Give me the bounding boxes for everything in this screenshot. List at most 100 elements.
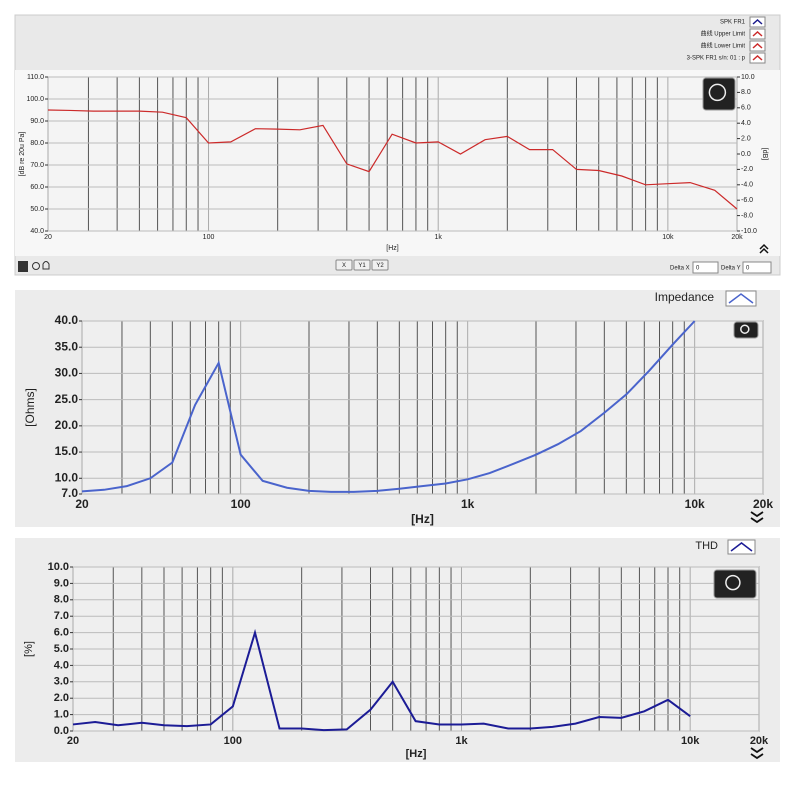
cursor-tool[interactable]	[18, 261, 28, 272]
y-tick-label: 10.0	[48, 561, 69, 573]
y2-axis-label: [dB]	[761, 148, 768, 161]
toolbar-button-label: Y1	[358, 263, 366, 269]
scroll-arrow[interactable]	[750, 511, 764, 524]
x-tick-label: 10k	[685, 497, 705, 511]
y-tick-label: 20.0	[55, 418, 79, 432]
y2-tick-label: 10.0	[741, 74, 755, 81]
x-axis-label: [Hz]	[386, 245, 399, 252]
y-tick-label: 70.0	[30, 162, 44, 169]
y-tick-label: 10.0	[55, 470, 79, 484]
y2-tick-label: -2.0	[741, 166, 753, 173]
series-line	[81, 320, 696, 493]
y-tick-label: 6.0	[54, 627, 69, 639]
x-tick-label: 20k	[731, 234, 743, 241]
toolbar-button[interactable]	[371, 259, 389, 271]
legend-swatch	[727, 539, 756, 555]
graph-icon-head	[725, 574, 741, 591]
y-tick-label: 1.0	[54, 709, 69, 721]
toolbar-button[interactable]	[353, 259, 371, 271]
toolbar-button-label: Y2	[376, 263, 384, 269]
x-tick-label: 100	[224, 735, 242, 747]
x-tick-label: 20	[67, 735, 79, 747]
legend-swatch	[749, 16, 766, 28]
y-tick-label: 30.0	[55, 366, 79, 380]
legend-label: THD	[695, 540, 718, 552]
legend-line	[752, 18, 763, 25]
y-axis-label: [%]	[23, 641, 35, 657]
y2-tick-label: 4.0	[741, 120, 751, 127]
y2-tick-label: -8.0	[741, 212, 753, 219]
legend-swatch	[749, 52, 766, 64]
scroll-arrow[interactable]	[759, 243, 769, 254]
y2-tick-label: 0.0	[741, 151, 751, 158]
y-tick-label: 25.0	[55, 392, 79, 406]
y-axis-label: [Ohms]	[23, 388, 37, 427]
y-tick-label: 60.0	[30, 184, 44, 191]
legend-swatch	[749, 40, 766, 52]
series-line	[47, 109, 738, 210]
legend-line	[752, 30, 763, 37]
legend-swatch	[749, 28, 766, 40]
x-tick-label: 20	[75, 497, 89, 511]
y-tick-label: 90.0	[30, 118, 44, 125]
x-tick-label: 100	[231, 497, 251, 511]
x-tick-label: 10k	[662, 234, 674, 241]
y2-tick-label: 6.0	[741, 105, 751, 112]
plot-area	[81, 320, 764, 495]
x-tick-label: 100	[203, 234, 215, 241]
y2-tick-label: -6.0	[741, 197, 753, 204]
legend-label: SPK FR1	[720, 20, 746, 26]
y-tick-label: 15.0	[55, 444, 79, 458]
y-tick-label: 9.0	[54, 577, 69, 589]
y-tick-label: 80.0	[30, 140, 44, 147]
graph-icon[interactable]	[702, 77, 736, 111]
delta-x-value: 0	[696, 266, 700, 272]
series-line	[72, 628, 691, 732]
y-tick-label: 8.0	[54, 594, 69, 606]
x-axis-label: [Hz]	[411, 512, 434, 526]
y-tick-label: 110.0	[27, 74, 44, 81]
delta-x-input[interactable]	[692, 261, 719, 274]
y-tick-label: 100.0	[26, 96, 44, 103]
legend-swatch	[725, 290, 757, 307]
x-tick-label: 1k	[461, 497, 475, 511]
y-axis-label: [dB re 20u Pa]	[19, 132, 26, 177]
x-axis-label: [Hz]	[406, 748, 427, 760]
y-tick-label: 40.0	[55, 313, 79, 327]
delta-y-value: 0	[746, 266, 750, 272]
graph-icon-head	[708, 83, 727, 102]
toolbar-button[interactable]	[335, 259, 353, 271]
legend-label: 曲线 Upper Limit	[701, 30, 746, 38]
y-tick-label: 4.0	[54, 659, 69, 671]
legend-line	[730, 542, 753, 552]
legend-label: 曲线 Lower Limit	[701, 42, 746, 50]
y-tick-label: 3.0	[54, 676, 69, 688]
y-tick-label: 5.0	[54, 643, 69, 655]
graph-icon[interactable]	[733, 321, 759, 339]
x-tick-label: 1k	[455, 735, 468, 747]
graph-icon[interactable]	[713, 569, 757, 599]
pan-tool[interactable]	[42, 261, 50, 270]
scroll-arrow[interactable]	[750, 747, 764, 760]
x-tick-label: 20	[44, 234, 52, 241]
y-tick-label: 40.0	[30, 228, 44, 235]
y2-tick-label: 2.0	[741, 135, 751, 142]
x-tick-label: 10k	[681, 735, 700, 747]
y-tick-label: 35.0	[55, 339, 79, 353]
y-tick-label: 7.0	[61, 486, 78, 500]
delta-y-input[interactable]	[742, 261, 772, 274]
y-tick-label: 50.0	[30, 206, 44, 213]
x-tick-label: 20k	[750, 735, 769, 747]
y-tick-label: 2.0	[54, 692, 69, 704]
plot-area	[47, 76, 738, 232]
y2-tick-label: -10.0	[741, 228, 757, 235]
y-tick-label: 7.0	[54, 610, 69, 622]
toolbar-button-label: X	[342, 263, 346, 269]
y2-tick-label: 8.0	[741, 89, 751, 96]
legend-line	[728, 293, 754, 304]
y-tick-label: 0.0	[54, 725, 69, 737]
delta-x-label: Delta X	[670, 266, 690, 272]
zoom-tool[interactable]	[32, 262, 40, 270]
